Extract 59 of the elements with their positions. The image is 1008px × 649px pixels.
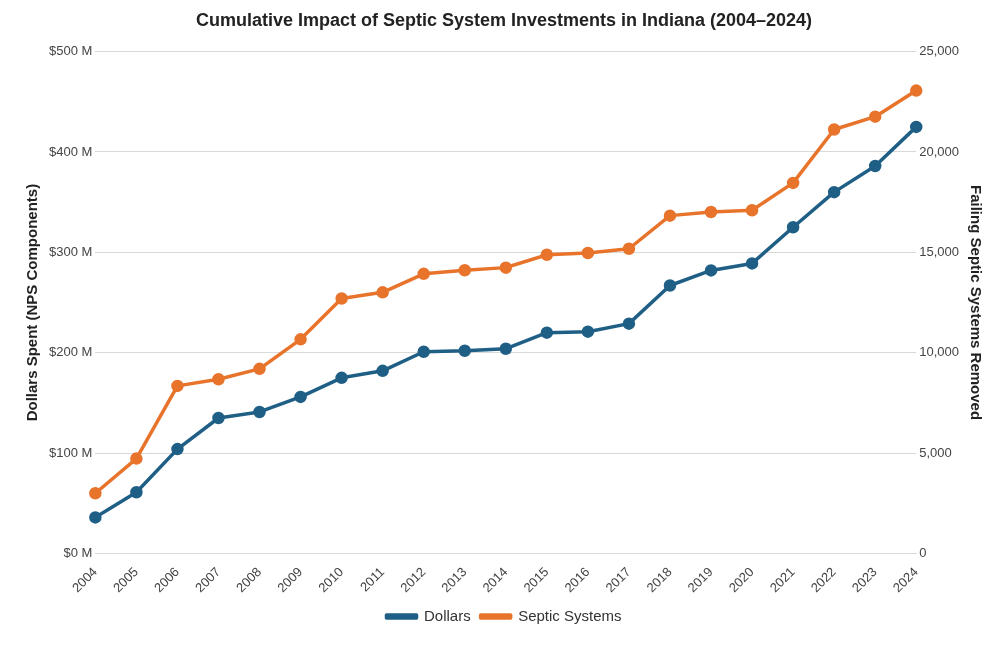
point <box>745 257 759 270</box>
legend-label: Dollars <box>423 606 471 624</box>
point <box>540 326 554 339</box>
point <box>868 159 882 173</box>
point <box>376 286 389 299</box>
y2-tick-label: 15,000 <box>919 243 959 259</box>
point <box>827 123 841 136</box>
point <box>458 263 472 277</box>
point <box>786 221 800 234</box>
point <box>909 120 923 134</box>
point <box>212 411 225 425</box>
y2-tick-label: 25,000 <box>919 43 959 59</box>
point <box>540 248 554 262</box>
point <box>294 390 307 404</box>
point <box>335 371 348 385</box>
point <box>704 264 718 277</box>
point <box>130 452 143 465</box>
y-tick-label: $400 M <box>48 143 93 159</box>
point <box>704 205 718 219</box>
point <box>622 242 636 255</box>
point <box>417 267 430 281</box>
y-tick-label: $100 M <box>48 444 93 460</box>
point <box>499 261 513 274</box>
point <box>909 84 923 97</box>
y2-tick-label: 20,000 <box>919 143 959 159</box>
point <box>622 317 636 330</box>
point <box>171 442 184 456</box>
point <box>171 379 184 393</box>
y-tick-label: $200 M <box>48 344 93 360</box>
point <box>376 364 389 378</box>
point <box>458 344 472 357</box>
chart-title: Cumulative Impact of Septic System Investments in Indiana (2004–2024) <box>195 9 813 30</box>
legend-label: Septic Systems <box>518 606 622 624</box>
point <box>663 279 677 292</box>
y2-tick-label: 10,000 <box>919 344 959 360</box>
point <box>212 373 225 386</box>
y2-tick-label: 5,000 <box>919 444 952 460</box>
point <box>786 176 800 190</box>
y-tick-label: $300 M <box>48 243 93 259</box>
point <box>294 333 307 346</box>
point <box>827 185 841 199</box>
point <box>89 487 102 500</box>
point <box>868 110 882 123</box>
point <box>89 511 102 524</box>
point <box>581 325 595 338</box>
point <box>745 203 759 217</box>
y-tick-label: $0 M <box>63 545 93 561</box>
y2-axis-title: Failing Septic Systems Removed <box>967 185 985 421</box>
point <box>417 345 430 358</box>
y2-tick-label: 0 <box>919 545 927 561</box>
point <box>335 292 348 305</box>
y-axis-title: Dollars Spent (NPS Components) <box>23 183 41 422</box>
point <box>253 405 266 419</box>
y-tick-label: $500 M <box>48 43 93 59</box>
point <box>253 362 266 376</box>
point <box>130 486 143 499</box>
point <box>663 209 677 222</box>
point <box>499 342 513 355</box>
point <box>581 246 595 260</box>
